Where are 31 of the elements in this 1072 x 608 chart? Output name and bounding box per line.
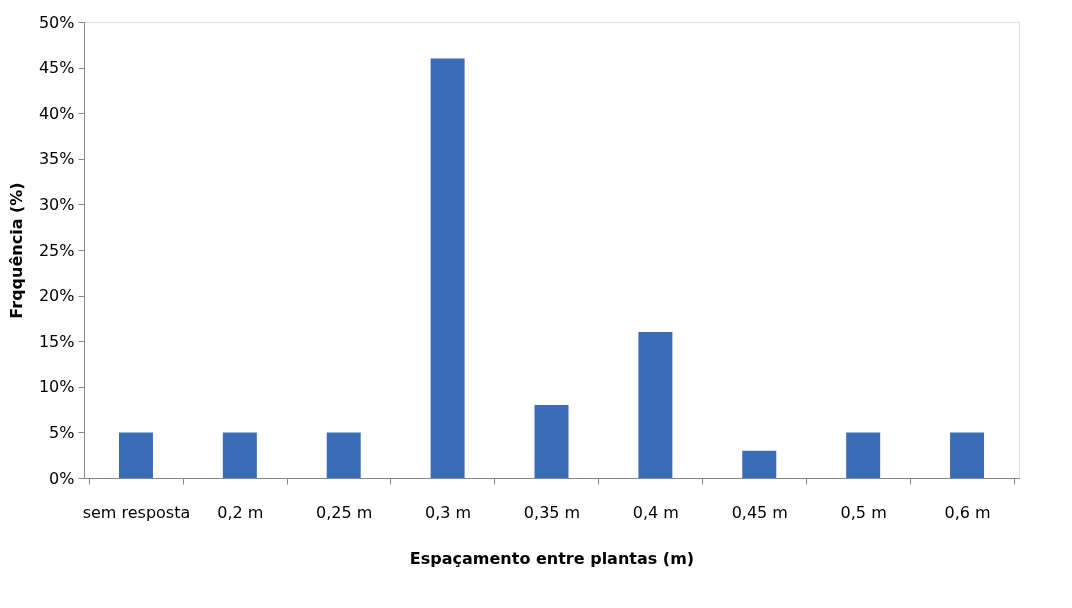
y-tick-label: 25% [38,240,75,260]
x-tick-label: 0,25 m [316,502,373,522]
x-tick-label: 0,35 m [523,502,581,522]
x-tick-label: 0,45 m [731,502,788,522]
bar [326,432,361,478]
bar [118,432,153,478]
y-tick-label: 50% [38,12,75,32]
y-tick-label: 5% [49,422,75,442]
bar [742,450,777,478]
y-tick-label: 15% [38,331,75,351]
bar [846,432,881,478]
x-tick-label: 0,4 m [632,502,679,522]
x-axis-title: Espaçamento entre plantas (m) [409,548,695,568]
x-tick-label: 0,5 m [840,502,887,522]
bar [950,432,985,478]
x-tick-label: sem resposta [82,502,191,522]
x-tick-label: 0,6 m [944,502,991,522]
y-tick-label: 10% [38,377,75,397]
y-tick-label: 20% [38,286,75,306]
x-tick-label: 0,2 m [217,502,264,522]
y-tick-label: 40% [38,103,75,123]
y-tick-label: 45% [38,58,75,78]
bar [222,432,257,478]
y-tick-label: 30% [38,194,75,214]
bar [534,405,569,478]
y-tick-label: 35% [38,149,75,169]
bar [638,332,673,478]
bar [430,58,465,478]
y-tick-label: 0% [49,468,75,488]
y-axis-title: Frqquência (%) [6,182,26,319]
x-tick-label: 0,3 m [425,502,472,522]
